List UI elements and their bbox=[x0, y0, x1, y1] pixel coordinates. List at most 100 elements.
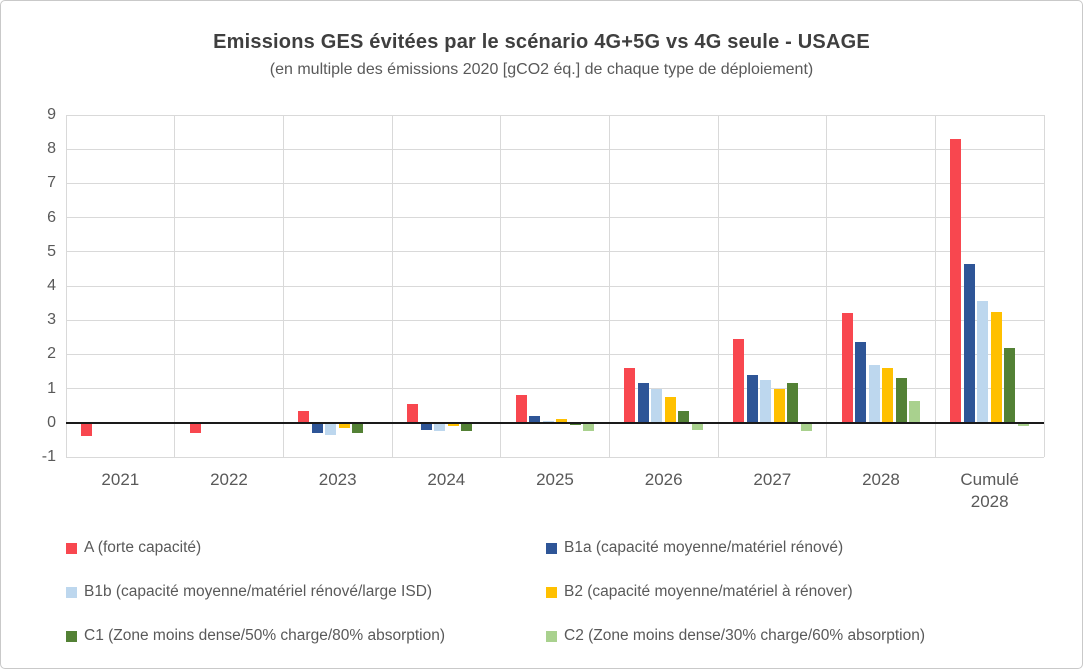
chart-subtitle: (en multiple des émissions 2020 [gCO2 éq… bbox=[269, 61, 814, 78]
y-axis-tick: 7 bbox=[47, 174, 56, 192]
legend-label: B2 (capacité moyenne/matériel à rénover) bbox=[564, 583, 853, 600]
bar-series4-2028 bbox=[882, 368, 894, 423]
bar-series5-2027 bbox=[787, 383, 799, 423]
gridline-vertical bbox=[1043, 115, 1045, 457]
legend-item: B1b (capacité moyenne/matériel rénové/la… bbox=[66, 583, 432, 601]
legend-label: C2 (Zone moins dense/30% charge/60% abso… bbox=[564, 627, 926, 644]
x-axis-label: 2024 bbox=[427, 470, 466, 489]
bar-series3-2027 bbox=[760, 380, 772, 423]
legend-swatch bbox=[66, 586, 77, 598]
bar-series3-2023 bbox=[325, 422, 337, 435]
bar-series3-2024 bbox=[434, 422, 446, 432]
bar-series5-2024 bbox=[461, 422, 473, 432]
gridline-horizontal bbox=[66, 251, 1044, 253]
bar-series1-2022 bbox=[189, 422, 201, 434]
gridline-horizontal bbox=[66, 148, 1044, 150]
x-axis-label: Cumulé 2028 bbox=[960, 470, 1019, 511]
gridline-vertical bbox=[282, 115, 284, 457]
gridline-horizontal bbox=[66, 388, 1044, 390]
bar-series6-2025 bbox=[583, 422, 595, 432]
legend-label: B1b (capacité moyenne/matériel rénové/la… bbox=[84, 583, 433, 600]
gridline-vertical bbox=[717, 115, 719, 457]
bar-series2-2023 bbox=[311, 422, 323, 434]
y-axis-tick: 9 bbox=[47, 106, 56, 123]
bar-series6-Cumulé-2028 bbox=[1017, 422, 1029, 427]
gridline-horizontal bbox=[66, 319, 1044, 321]
bar-series4-2024 bbox=[447, 422, 459, 427]
bar-series2-2024 bbox=[420, 422, 432, 430]
y-axis-tick: 0 bbox=[47, 413, 56, 431]
gridline-vertical bbox=[65, 115, 67, 457]
legend-label: C1 (Zone moins dense/50% charge/80% abso… bbox=[84, 627, 446, 644]
bar-series2-2027 bbox=[746, 374, 758, 423]
bar-series1-2025 bbox=[515, 395, 527, 423]
legend-item: A (forte capacité) bbox=[66, 539, 201, 557]
legend-item: B2 (capacité moyenne/matériel à rénover) bbox=[546, 583, 853, 601]
legend-label: A (forte capacité) bbox=[84, 539, 202, 556]
bar-series4-2027 bbox=[773, 388, 785, 423]
gridline-horizontal bbox=[66, 456, 1044, 458]
bar-series4-2026 bbox=[664, 397, 676, 423]
bar-series2-2028 bbox=[855, 342, 867, 423]
gridline-horizontal bbox=[66, 285, 1044, 287]
bar-series1-2024 bbox=[407, 403, 419, 423]
y-axis-tick: 1 bbox=[47, 379, 56, 397]
bar-series5-2028 bbox=[895, 378, 907, 423]
x-axis-label: 2027 bbox=[753, 470, 792, 489]
y-axis-tick: 8 bbox=[47, 140, 56, 158]
y-axis-tick: 4 bbox=[47, 277, 56, 294]
gridline-horizontal bbox=[66, 353, 1044, 355]
y-axis-tick: 5 bbox=[47, 242, 56, 260]
bar-series6-2027 bbox=[800, 422, 812, 432]
bar-series1-2021 bbox=[81, 422, 93, 437]
legend-label: B1a (capacité moyenne/matériel rénové) bbox=[564, 539, 844, 556]
x-axis-label: 2021 bbox=[101, 470, 140, 489]
plot-area bbox=[65, 114, 1045, 458]
x-axis-zero-line bbox=[66, 421, 1044, 424]
gridline-horizontal bbox=[66, 114, 1044, 116]
x-axis-label: 2028 bbox=[862, 470, 900, 489]
bar-series2-Cumulé-2028 bbox=[963, 263, 975, 423]
legend-item: C2 (Zone moins dense/30% charge/60% abso… bbox=[546, 627, 925, 645]
bar-series5-2023 bbox=[352, 422, 364, 434]
gridline-vertical bbox=[608, 115, 610, 457]
bar-series1-2027 bbox=[733, 339, 745, 423]
legend-item: C1 (Zone moins dense/50% charge/80% abso… bbox=[66, 627, 445, 645]
gridline-vertical bbox=[500, 115, 502, 457]
legend-swatch bbox=[66, 630, 77, 642]
chart-title: Emissions GES évitées par le scénario 4G… bbox=[213, 31, 870, 53]
gridline-horizontal bbox=[66, 217, 1044, 219]
bar-series4-2025 bbox=[556, 419, 568, 423]
y-axis-tick: -1 bbox=[41, 448, 56, 465]
bar-series1-2023 bbox=[298, 410, 310, 423]
bar-series6-2026 bbox=[691, 422, 703, 430]
gridline-horizontal bbox=[66, 182, 1044, 184]
bar-series3-Cumulé-2028 bbox=[977, 301, 989, 423]
gridline-vertical bbox=[174, 115, 176, 457]
gridline-vertical bbox=[934, 115, 936, 457]
y-axis-tick: 6 bbox=[47, 208, 56, 226]
legend-swatch bbox=[546, 542, 557, 554]
bar-series3-2028 bbox=[868, 364, 880, 423]
bar-series2-2026 bbox=[637, 383, 649, 423]
bar-series1-2028 bbox=[841, 313, 853, 423]
legend-item: B1a (capacité moyenne/matériel rénové) bbox=[546, 539, 843, 557]
gridline-vertical bbox=[391, 115, 393, 457]
bar-series1-Cumulé-2028 bbox=[950, 138, 962, 423]
x-axis-label: 2026 bbox=[644, 470, 683, 489]
y-axis-tick: 3 bbox=[47, 311, 56, 329]
bar-series6-2028 bbox=[909, 400, 921, 423]
bar-series4-Cumulé-2028 bbox=[990, 311, 1002, 423]
legend-swatch bbox=[546, 630, 557, 642]
legend-swatch bbox=[546, 586, 557, 598]
x-axis-label: 2023 bbox=[318, 470, 357, 489]
bar-series2-2025 bbox=[529, 415, 541, 423]
gridline-vertical bbox=[826, 115, 828, 457]
x-axis-label: 2025 bbox=[536, 470, 574, 489]
bar-series5-2026 bbox=[678, 410, 690, 423]
bar-series4-2023 bbox=[338, 422, 350, 428]
bar-series3-2026 bbox=[651, 388, 663, 423]
bar-series1-2026 bbox=[624, 368, 636, 423]
x-axis-label: 2022 bbox=[210, 470, 248, 489]
